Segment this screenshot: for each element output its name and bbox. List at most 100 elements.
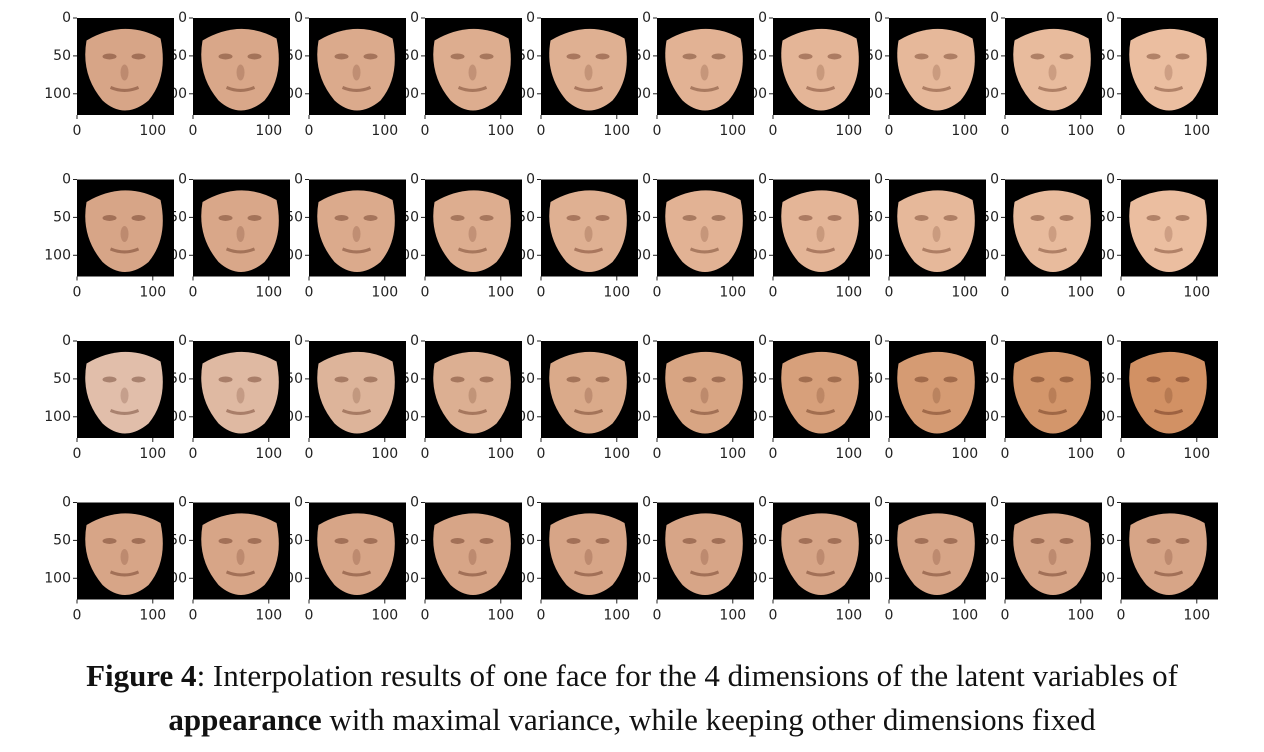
eye bbox=[363, 376, 378, 383]
face bbox=[1013, 351, 1091, 434]
face bbox=[897, 28, 975, 111]
nose bbox=[816, 387, 825, 404]
face-image bbox=[1005, 341, 1102, 438]
x-tick-label: 0 bbox=[1001, 123, 1010, 139]
mouth bbox=[1037, 409, 1068, 415]
x-tick-label: 0 bbox=[1117, 285, 1126, 301]
mouth bbox=[921, 570, 952, 577]
nose bbox=[1164, 64, 1173, 81]
face-image bbox=[1005, 179, 1102, 277]
x-tick-label: 0 bbox=[537, 446, 546, 462]
y-tick-label: 0 bbox=[990, 10, 999, 26]
x-tick-label: 100 bbox=[603, 446, 630, 462]
x-tick-label: 100 bbox=[603, 123, 630, 139]
caption-text: : Interpolation results of one face for … bbox=[196, 658, 1178, 693]
x-tick-label: 0 bbox=[189, 446, 198, 462]
mouth bbox=[805, 570, 836, 577]
mouth bbox=[225, 570, 256, 577]
eye bbox=[682, 376, 697, 383]
mouth bbox=[109, 409, 140, 415]
nose bbox=[468, 387, 477, 404]
x-tick-label: 100 bbox=[487, 608, 514, 624]
x-tick-label: 0 bbox=[537, 123, 546, 139]
y-tick-label: 0 bbox=[526, 10, 535, 26]
eye bbox=[218, 376, 233, 383]
mouth bbox=[1153, 409, 1184, 415]
face-image bbox=[309, 18, 406, 115]
face-image bbox=[889, 341, 986, 438]
x-tick-label: 0 bbox=[769, 608, 778, 624]
mouth bbox=[457, 86, 488, 92]
eye bbox=[102, 537, 117, 544]
x-tick-label: 100 bbox=[139, 123, 166, 139]
nose bbox=[584, 64, 593, 81]
face-image bbox=[1121, 179, 1218, 277]
y-tick-label: 0 bbox=[874, 10, 883, 26]
y-tick-label: 100 bbox=[44, 570, 71, 586]
y-tick-label: 0 bbox=[526, 333, 535, 349]
x-tick-label: 100 bbox=[255, 446, 282, 462]
face bbox=[897, 190, 975, 272]
face bbox=[317, 513, 395, 595]
mouth bbox=[225, 409, 256, 415]
face bbox=[201, 513, 279, 595]
x-tick-label: 100 bbox=[719, 123, 746, 139]
eye bbox=[827, 376, 842, 383]
face-image bbox=[193, 179, 290, 277]
eye bbox=[595, 376, 610, 383]
face-image bbox=[889, 179, 986, 277]
y-tick-label: 0 bbox=[410, 333, 419, 349]
face bbox=[549, 28, 627, 111]
x-tick-label: 100 bbox=[719, 446, 746, 462]
face-image bbox=[77, 341, 174, 438]
eye bbox=[943, 537, 958, 544]
x-tick-label: 100 bbox=[1067, 123, 1094, 139]
y-tick-label: 0 bbox=[62, 333, 71, 349]
eye bbox=[450, 53, 465, 60]
y-tick-label: 0 bbox=[990, 495, 999, 511]
eye bbox=[943, 53, 958, 60]
caption-text: with maximal variance, while keeping oth… bbox=[321, 702, 1096, 737]
face bbox=[1013, 513, 1091, 595]
eye bbox=[363, 537, 378, 544]
eye bbox=[566, 537, 581, 544]
nose bbox=[468, 64, 477, 81]
face bbox=[1013, 190, 1091, 272]
nose bbox=[932, 387, 941, 404]
mouth bbox=[457, 570, 488, 577]
y-tick-label: 0 bbox=[874, 172, 883, 188]
y-tick-label: 0 bbox=[410, 495, 419, 511]
face-image bbox=[657, 341, 754, 438]
x-tick-label: 0 bbox=[189, 123, 198, 139]
x-tick-label: 0 bbox=[305, 285, 314, 301]
face bbox=[897, 351, 975, 434]
mouth bbox=[689, 409, 720, 415]
face bbox=[85, 513, 163, 595]
y-tick-label: 0 bbox=[294, 10, 303, 26]
eye bbox=[450, 376, 465, 383]
face-image bbox=[541, 179, 638, 277]
y-tick-label: 0 bbox=[294, 172, 303, 188]
face-image bbox=[309, 502, 406, 600]
nose bbox=[1048, 548, 1057, 565]
eye bbox=[1059, 376, 1074, 383]
nose bbox=[700, 387, 709, 404]
nose bbox=[120, 387, 129, 404]
x-tick-label: 0 bbox=[305, 608, 314, 624]
nose bbox=[1164, 387, 1173, 404]
y-tick-label: 0 bbox=[758, 333, 767, 349]
y-tick-label: 100 bbox=[44, 86, 71, 102]
face bbox=[1129, 190, 1207, 272]
face bbox=[897, 513, 975, 595]
eye bbox=[1175, 376, 1190, 383]
x-tick-label: 100 bbox=[603, 285, 630, 301]
x-tick-label: 0 bbox=[73, 446, 82, 462]
x-tick-label: 0 bbox=[1117, 446, 1126, 462]
eye bbox=[682, 537, 697, 544]
face-image bbox=[541, 18, 638, 115]
face-image bbox=[1121, 341, 1218, 438]
face bbox=[201, 351, 279, 434]
y-tick-label: 0 bbox=[874, 333, 883, 349]
mouth bbox=[1037, 570, 1068, 577]
mouth bbox=[1153, 86, 1184, 92]
